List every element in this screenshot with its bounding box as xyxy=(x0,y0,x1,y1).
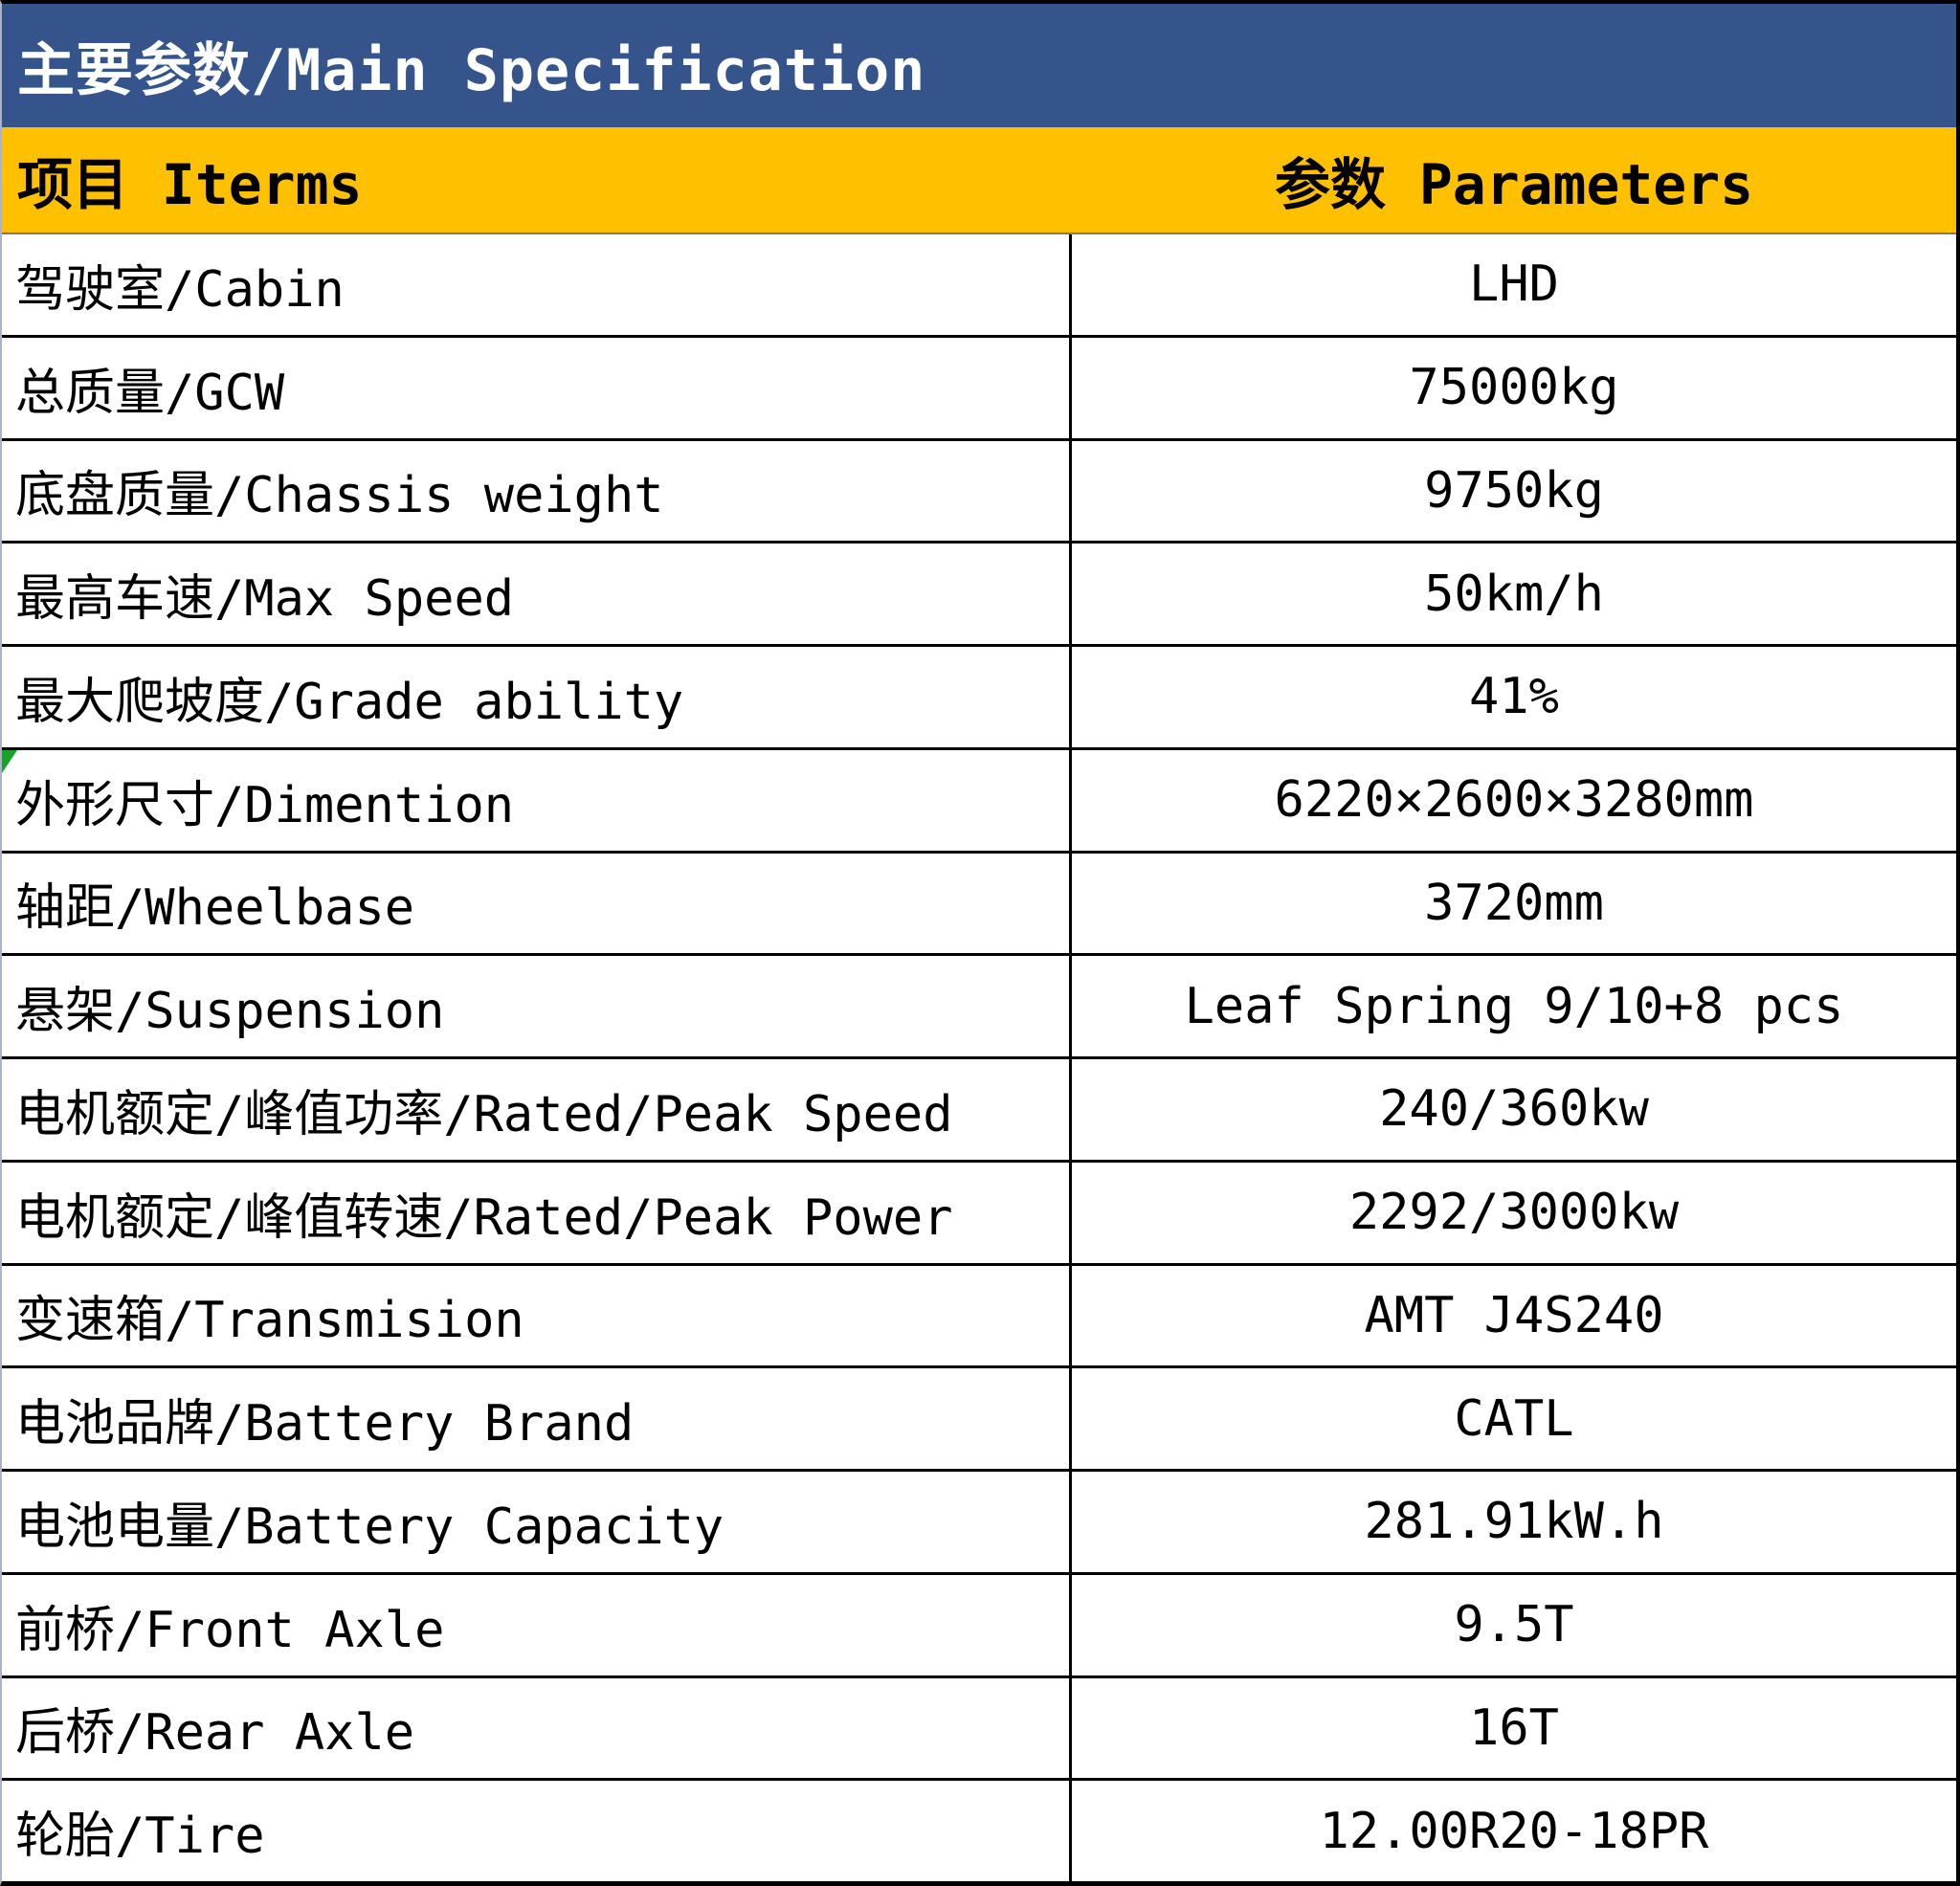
table-row: 外形尺寸/Dimention 6220×2600×3280mm xyxy=(2,746,1956,851)
row-label-cell: 最高车速/Max Speed xyxy=(2,544,1072,644)
row-value: 281.91kW.h xyxy=(1364,1493,1664,1551)
table-row: 最高车速/Max Speed 50km/h xyxy=(2,541,1956,644)
row-value: 12.00R20-18PR xyxy=(1319,1802,1709,1860)
row-value: 16T xyxy=(1469,1698,1559,1757)
row-label: 电机额定/峰值转速/Rated/Peak Power xyxy=(15,1188,953,1247)
row-value: LHD xyxy=(1469,255,1559,314)
row-label-cell: 轮胎/Tire xyxy=(2,1781,1072,1881)
row-value-cell: 2292/3000kw xyxy=(1072,1163,1956,1263)
row-label-cell: 最大爬坡度/Grade ability xyxy=(2,647,1072,747)
table-row: 轴距/Wheelbase 3720mm xyxy=(2,850,1956,954)
table-row: 前桥/Front Axle 9.5T xyxy=(2,1571,1956,1675)
table-row: 驾驶室/Cabin LHD xyxy=(2,233,1956,335)
row-label-cell: 电池品牌/Battery Brand xyxy=(2,1368,1072,1469)
row-value-cell: 12.00R20-18PR xyxy=(1072,1781,1956,1881)
row-label: 总质量/GCW xyxy=(15,364,285,422)
row-value: 6220×2600×3280mm xyxy=(1274,771,1754,830)
row-label-cell: 变速箱/Transmision xyxy=(2,1265,1072,1366)
row-value: 240/360kw xyxy=(1379,1080,1649,1139)
row-value: 3720mm xyxy=(1424,874,1604,932)
error-flag-icon xyxy=(2,749,17,773)
table-row: 后桥/Rear Axle 16T xyxy=(2,1675,1956,1779)
row-label-cell: 电机额定/峰值转速/Rated/Peak Power xyxy=(2,1162,1072,1263)
row-value-cell: CATL xyxy=(1072,1368,1956,1469)
row-value-cell: 3720mm xyxy=(1072,854,1956,954)
table-header-row: 项目 Iterms 参数 Parameters xyxy=(2,127,1956,233)
table-row: 电机额定/峰值功率/Rated/Peak Speed 240/360kw xyxy=(2,1056,1956,1160)
row-label: 最高车速/Max Speed xyxy=(15,570,515,629)
row-value: 2292/3000kw xyxy=(1348,1184,1680,1242)
row-value: 50km/h xyxy=(1424,565,1604,623)
row-value: Leaf Spring 9/10+8 pcs xyxy=(1184,977,1844,1035)
row-value: CATL xyxy=(1454,1389,1574,1448)
row-label-cell: 后桥/Rear Axle xyxy=(2,1677,1072,1779)
row-label: 驾驶室/Cabin xyxy=(15,260,345,319)
row-label-cell: 底盘质量/Chassis weight xyxy=(2,440,1072,542)
row-label: 电机额定/峰值功率/Rated/Peak Speed xyxy=(15,1085,953,1143)
row-value-cell: LHD xyxy=(1072,234,1956,335)
title-bar: 主要参数/Main Specification xyxy=(2,4,1956,127)
table-row: 总质量/GCW 75000kg xyxy=(2,334,1956,438)
row-value-cell: 50km/h xyxy=(1072,544,1956,644)
row-value-cell: 41% xyxy=(1072,647,1956,747)
table-row: 最大爬坡度/Grade ability 41% xyxy=(2,644,1956,747)
row-label-cell: 总质量/GCW xyxy=(2,337,1072,438)
row-label-cell: 前桥/Front Axle xyxy=(2,1574,1072,1675)
row-label: 电池品牌/Battery Brand xyxy=(15,1395,635,1453)
table-row: 变速箱/Transmision AMT J4S240 xyxy=(2,1262,1956,1366)
row-value: 41% xyxy=(1469,668,1559,726)
row-value: 9.5T xyxy=(1454,1596,1574,1654)
row-label: 悬架/Suspension xyxy=(15,983,445,1041)
row-value-cell: 240/360kw xyxy=(1072,1059,1956,1160)
row-value-cell: 9.5T xyxy=(1072,1575,1956,1675)
header-parameters-cell: 参数 Parameters xyxy=(1274,152,1754,217)
table-row: 电机额定/峰值转速/Rated/Peak Power 2292/3000kw xyxy=(2,1159,1956,1263)
row-value-cell: Leaf Spring 9/10+8 pcs xyxy=(1072,956,1956,1056)
row-value-cell: 281.91kW.h xyxy=(1072,1472,1956,1572)
row-label: 电池电量/Battery Capacity xyxy=(15,1498,724,1556)
table-row: 轮胎/Tire 12.00R20-18PR xyxy=(2,1778,1956,1881)
page-title: 主要参数/Main Specification xyxy=(17,37,926,104)
table-row: 电池电量/Battery Capacity 281.91kW.h xyxy=(2,1469,1956,1572)
table-row: 底盘质量/Chassis weight 9750kg xyxy=(2,437,1956,542)
row-label: 前桥/Front Axle xyxy=(15,1601,445,1659)
row-label: 后桥/Rear Axle xyxy=(15,1704,415,1763)
row-label: 外形尺寸/Dimention xyxy=(15,776,515,834)
row-value-cell: 9750kg xyxy=(1072,441,1956,542)
table-row: 悬架/Suspension Leaf Spring 9/10+8 pcs xyxy=(2,953,1956,1056)
row-label: 变速箱/Transmision xyxy=(15,1292,524,1350)
row-label-cell: 外形尺寸/Dimention xyxy=(2,749,1072,851)
header-items-cell: 项目 Iterms xyxy=(17,152,363,217)
row-value-cell: 16T xyxy=(1072,1678,1956,1779)
row-value-cell: AMT J4S240 xyxy=(1072,1266,1956,1366)
row-value: 75000kg xyxy=(1409,359,1619,417)
row-label: 轴距/Wheelbase xyxy=(15,879,415,938)
row-label-cell: 驾驶室/Cabin xyxy=(2,234,1072,335)
row-label: 最大爬坡度/Grade ability xyxy=(15,673,684,731)
row-value: 9750kg xyxy=(1424,461,1604,520)
row-value-cell: 6220×2600×3280mm xyxy=(1072,750,1956,851)
row-label-cell: 电机额定/峰值功率/Rated/Peak Speed xyxy=(2,1059,1072,1160)
table-row: 电池品牌/Battery Brand CATL xyxy=(2,1365,1956,1469)
spec-table-body: 驾驶室/Cabin LHD 总质量/GCW 75000kg 底盘质量/Chass… xyxy=(2,233,1956,1881)
row-value: AMT J4S240 xyxy=(1364,1286,1664,1344)
row-value-cell: 75000kg xyxy=(1072,338,1956,438)
row-label: 底盘质量/Chassis weight xyxy=(15,467,664,525)
row-label-cell: 轴距/Wheelbase xyxy=(2,853,1072,954)
row-label: 轮胎/Tire xyxy=(15,1808,265,1866)
row-label-cell: 悬架/Suspension xyxy=(2,956,1072,1056)
row-label-cell: 电池电量/Battery Capacity xyxy=(2,1472,1072,1572)
